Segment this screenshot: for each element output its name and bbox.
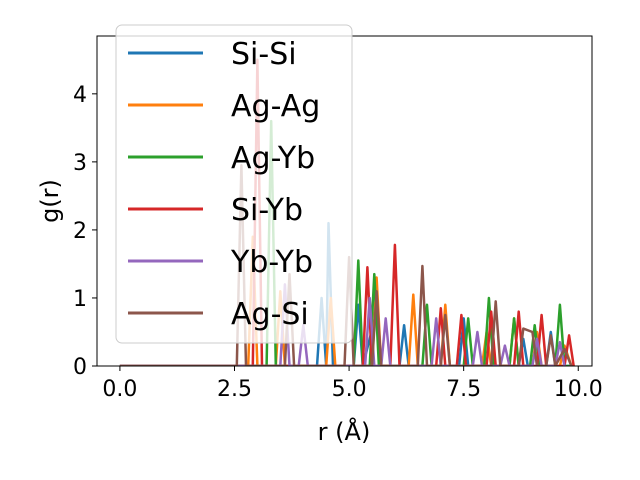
legend-label-yb-yb: Yb-Yb [230, 245, 313, 280]
legend-box [115, 24, 353, 344]
y-tick-label: 1 [73, 287, 87, 312]
y-axis: 0 1 2 3 4 [73, 83, 97, 380]
series-line-si-yb [119, 58, 575, 366]
legend-label-ag-yb: Ag-Yb [231, 141, 315, 176]
legend-label-ag-si: Ag-Si [231, 297, 309, 332]
legend-label-ag-ag: Ag-Ag [231, 89, 320, 124]
y-tick-label: 4 [73, 83, 87, 108]
x-tick-label: 5.0 [332, 377, 367, 402]
y-axis-label: g(r) [36, 179, 64, 223]
legend-label-si-si: Si-Si [231, 37, 297, 72]
x-tick-label: 0.0 [102, 377, 137, 402]
y-tick-label: 2 [73, 219, 87, 244]
x-tick-label: 2.5 [217, 377, 252, 402]
x-tick-label: 10.0 [554, 377, 603, 402]
legend: Si-Si Ag-Ag Ag-Yb Si-Yb Yb-Yb Ag-Si [115, 24, 353, 344]
x-axis-label: r (Å) [318, 417, 371, 446]
legend-label-si-yb: Si-Yb [231, 193, 303, 228]
y-tick-label: 0 [73, 355, 87, 380]
y-tick-label: 3 [73, 151, 87, 176]
x-axis: 0.0 2.5 5.0 7.5 10.0 [102, 366, 603, 402]
x-tick-label: 7.5 [446, 377, 481, 402]
